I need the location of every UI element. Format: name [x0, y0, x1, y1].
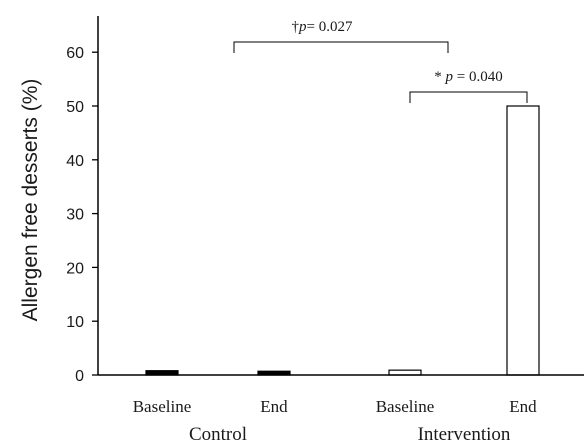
- significance-bracket: [409, 91, 528, 103]
- y-axis-label: Allergen free desserts (%): [19, 79, 42, 322]
- x-tick-label: Baseline: [376, 397, 435, 416]
- x-axis: Baseline End Baseline End Control Interventio…: [98, 374, 584, 444]
- group-label: Intervention: [418, 424, 511, 444]
- y-tick-label: 50: [66, 99, 84, 116]
- y-tick-label: 10: [66, 314, 84, 331]
- significance-label: * p = 0.040: [434, 69, 502, 85]
- y-tick-label: 30: [66, 207, 84, 224]
- x-tick-label: End: [260, 397, 288, 416]
- y-tick-label: 20: [66, 260, 84, 277]
- y-tick-label: 40: [66, 153, 84, 170]
- group-label: Control: [189, 424, 247, 444]
- significance-label: †p= 0.027: [292, 19, 353, 35]
- x-tick-label: Baseline: [133, 397, 192, 416]
- y-tick-label: 60: [66, 45, 84, 62]
- y-axis: 0 10 20 30 40 50 60: [66, 16, 99, 385]
- significance-annotations: †p= 0.027 * p = 0.040: [233, 19, 528, 103]
- bar: [506, 105, 540, 376]
- significance-bracket: [233, 41, 449, 53]
- y-tick-label: 0: [75, 368, 84, 385]
- x-tick-label: End: [509, 397, 537, 416]
- bars: [145, 105, 540, 376]
